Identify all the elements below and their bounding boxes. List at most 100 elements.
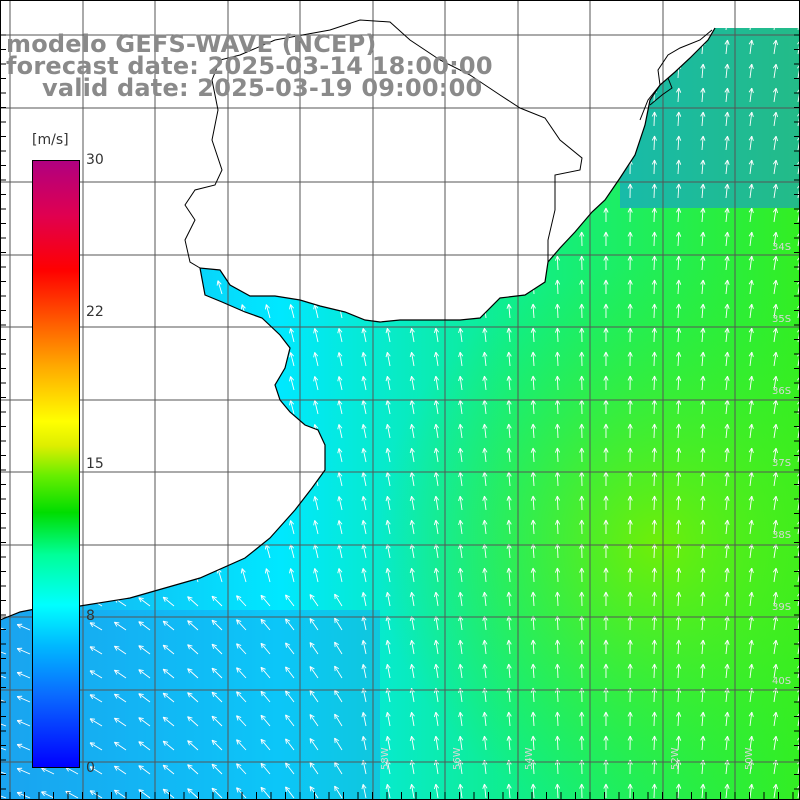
wind-arrow	[627, 735, 633, 751]
wind-arrow	[192, 520, 199, 535]
wind-arrow	[313, 496, 319, 511]
wind-arrow	[627, 519, 633, 535]
wind-arrow	[313, 448, 319, 463]
wind-arrow	[651, 591, 657, 607]
wind-arrow	[579, 231, 585, 247]
wind-arrow	[700, 783, 706, 799]
wind-arrow	[216, 496, 223, 511]
map-title-valid-date: valid date: 2025-03-19 09:00:00	[42, 74, 483, 102]
wind-arrow	[581, 28, 583, 31]
wind-arrow	[772, 279, 779, 295]
wind-arrow	[508, 28, 511, 31]
wind-arrow	[96, 568, 103, 583]
wind-arrow	[16, 719, 31, 727]
lon-label-50w: 50W	[744, 747, 755, 770]
wind-arrow	[120, 328, 127, 343]
wind-arrow	[385, 375, 391, 391]
wind-arrow	[433, 399, 440, 415]
wind-arrow	[16, 647, 31, 655]
wind-arrow	[530, 663, 536, 679]
wind-arrow	[554, 591, 561, 607]
wind-arrow	[748, 39, 754, 55]
wind-arrow	[361, 712, 367, 727]
wind-arrow	[23, 520, 31, 535]
wind-arrow	[264, 568, 271, 583]
wind-arrow	[724, 423, 730, 439]
wind-arrow	[724, 783, 730, 799]
wind-arrow	[530, 327, 536, 343]
wind-arrow	[651, 351, 657, 367]
wind-arrow	[309, 666, 319, 679]
wind-arrow	[676, 351, 682, 367]
wind-arrow	[96, 496, 103, 511]
wind-arrow	[603, 423, 609, 439]
wind-arrow	[168, 472, 175, 487]
wind-arrow	[579, 39, 585, 55]
wind-arrow	[772, 639, 779, 655]
wind-arrow	[120, 256, 127, 271]
wind-arrow	[313, 112, 319, 127]
wind-arrow	[772, 495, 779, 511]
wind-arrow	[700, 183, 706, 199]
colorbar-tick-8: 8	[86, 608, 95, 624]
wind-arrow	[554, 567, 561, 583]
wind-arrow	[651, 159, 657, 175]
wind-arrow	[676, 423, 682, 439]
wind-arrow	[627, 567, 633, 583]
wind-arrow	[216, 544, 223, 559]
wind-arrow	[627, 183, 633, 199]
wind-arrow	[240, 448, 247, 463]
wind-arrow	[23, 208, 31, 223]
wind-arrow	[651, 63, 657, 79]
wind-arrow	[216, 112, 223, 127]
wind-arrow	[120, 400, 127, 415]
wind-arrow	[337, 232, 343, 247]
wind-arrow	[385, 447, 391, 463]
wind-arrow	[120, 376, 127, 391]
wind-arrow	[337, 184, 343, 199]
wind-arrow	[168, 544, 175, 559]
wind-arrow	[506, 399, 512, 415]
wind-arrow	[579, 591, 585, 607]
wind-arrow	[236, 595, 247, 607]
wind-arrow	[334, 737, 343, 751]
wind-arrow	[337, 472, 343, 487]
wind-arrow	[530, 495, 536, 511]
lat-label-40s: 40S	[772, 676, 792, 687]
wind-arrow	[724, 303, 730, 319]
wind-arrow	[216, 472, 223, 487]
wind-arrow	[701, 28, 704, 31]
wind-arrow	[337, 496, 343, 511]
wind-arrow	[482, 183, 488, 199]
wind-arrow	[0, 768, 7, 775]
wind-arrow	[192, 544, 199, 559]
wind-arrow	[748, 495, 754, 511]
wind-arrow	[361, 664, 367, 679]
wind-arrow	[187, 668, 199, 679]
wind-arrow	[337, 376, 343, 391]
wind-arrow	[169, 28, 175, 31]
wind-arrow	[264, 280, 271, 295]
wind-arrow	[289, 136, 295, 151]
wind-arrow	[361, 448, 367, 463]
wind-arrow	[120, 448, 127, 463]
wind-arrow	[236, 787, 247, 799]
wind-arrow	[361, 520, 367, 535]
wind-arrow	[385, 183, 391, 199]
wind-arrow	[651, 639, 657, 655]
wind-arrow	[627, 591, 633, 607]
wind-arrow	[314, 28, 319, 31]
wind-arrow	[240, 472, 247, 487]
wind-arrow	[530, 207, 536, 223]
wind-arrow	[627, 39, 633, 55]
wind-arrow	[700, 111, 706, 127]
wind-arrow	[168, 160, 175, 175]
wind-arrow	[603, 159, 609, 175]
wind-arrow	[651, 471, 657, 487]
wind-arrow	[309, 594, 319, 607]
wind-arrow	[289, 232, 295, 247]
wind-arrow	[772, 231, 779, 247]
wind-arrow	[236, 739, 247, 751]
wind-arrow	[385, 399, 391, 415]
wind-arrow	[651, 735, 657, 751]
